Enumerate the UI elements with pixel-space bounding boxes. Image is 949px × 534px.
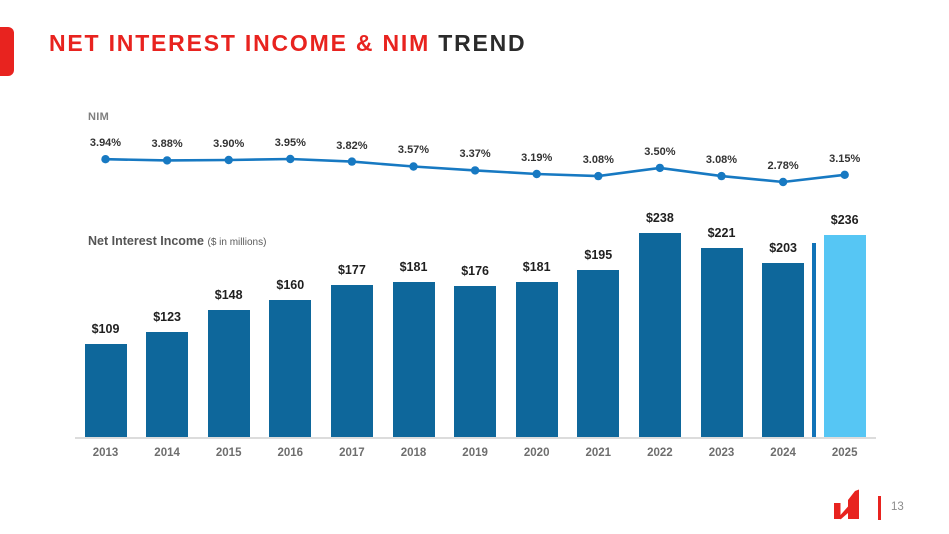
nim-value-label-2020: 3.19% xyxy=(521,151,553,164)
bar-2015 xyxy=(207,310,250,437)
bar-2018 xyxy=(392,281,435,437)
bar-value-label-2022: $238 xyxy=(645,211,674,226)
year-label-2013: 2013 xyxy=(92,447,119,459)
bar-value-label-2025: $236 xyxy=(830,212,859,227)
nim-point-2018 xyxy=(409,162,418,171)
nim-point-2013 xyxy=(101,155,110,164)
x-axis-line xyxy=(75,437,876,439)
nim-value-label-2023: 3.08% xyxy=(705,154,738,167)
title-accent-bar xyxy=(0,27,14,76)
company-logo-shape xyxy=(834,503,841,519)
bar-value-label-2021: $195 xyxy=(584,247,613,262)
nim-series-label: NIM xyxy=(88,111,110,123)
year-label-2016: 2016 xyxy=(277,447,304,459)
bar-2024 xyxy=(762,263,805,437)
nim-point-2023 xyxy=(717,171,726,181)
nim-point-2025 xyxy=(840,170,849,179)
nim-line-chart xyxy=(101,154,849,187)
nim-value-label-2018: 3.57% xyxy=(397,144,430,157)
bar-value-label-2019: $176 xyxy=(461,264,489,279)
nim-value-label-2021: 3.08% xyxy=(582,154,614,167)
company-logo-shape xyxy=(840,506,848,520)
nim-value-label-2019: 3.37% xyxy=(459,148,491,161)
company-logo-shape xyxy=(848,489,859,519)
bar-2016 xyxy=(269,299,312,437)
company-logo-icon xyxy=(834,489,859,520)
year-label-2024: 2024 xyxy=(770,447,796,459)
bar-series-label-unit: ($ in millions) xyxy=(207,237,267,248)
bar-2014 xyxy=(146,331,189,437)
projection-divider xyxy=(811,242,816,437)
nim-value-label-2014: 3.88% xyxy=(151,138,183,151)
bar-value-label-2017: $177 xyxy=(337,263,366,278)
bar-value-label-2024: $203 xyxy=(769,241,797,256)
nim-point-2019 xyxy=(470,166,480,175)
nim-value-label-2024: 2.78% xyxy=(767,160,799,173)
bar-series-label-main: Net Interest Income xyxy=(88,234,205,248)
bar-series-label: Net Interest Income ($ in millions) xyxy=(88,234,266,248)
nim-point-2015 xyxy=(224,155,233,165)
page-title-rest: TREND xyxy=(430,30,527,56)
nim-value-label-2013: 3.94% xyxy=(89,137,122,150)
year-label-2018: 2018 xyxy=(400,447,427,459)
year-label-2021: 2021 xyxy=(585,447,612,459)
year-label-2025: 2025 xyxy=(831,447,858,459)
nim-point-2016 xyxy=(286,154,295,164)
bar-2020 xyxy=(515,281,558,437)
nim-point-2020 xyxy=(532,169,541,179)
nim-value-label-2025: 3.15% xyxy=(829,152,861,165)
bar-2019 xyxy=(454,286,497,437)
year-label-2023: 2023 xyxy=(708,447,735,459)
year-label-2017: 2017 xyxy=(339,447,365,459)
nim-point-2022 xyxy=(655,163,665,173)
nim-value-label-2015: 3.90% xyxy=(213,137,245,150)
nim-point-2017 xyxy=(347,157,357,166)
page-title-highlight: NET INTEREST INCOME & NIM xyxy=(49,30,431,56)
bar-value-label-2013: $109 xyxy=(91,321,120,336)
page-number: 13 xyxy=(891,501,904,513)
year-label-2015: 2015 xyxy=(215,447,242,459)
bar-value-label-2023: $221 xyxy=(707,225,736,240)
bar-2017 xyxy=(330,285,373,437)
bar-2025 xyxy=(823,234,866,437)
year-label-2022: 2022 xyxy=(647,447,673,459)
bar-2013 xyxy=(84,343,127,437)
year-label-2014: 2014 xyxy=(154,447,180,459)
page-title: NET INTEREST INCOME & NIM TREND xyxy=(49,30,526,57)
bar-2023 xyxy=(700,247,743,437)
nim-value-label-2022: 3.50% xyxy=(644,145,676,158)
bar-value-label-2016: $160 xyxy=(276,277,305,292)
bar-value-label-2015: $148 xyxy=(214,288,243,303)
bar-value-label-2020: $181 xyxy=(522,259,551,274)
nim-point-2021 xyxy=(594,171,603,181)
nim-point-2024 xyxy=(778,177,788,187)
bar-2022 xyxy=(638,233,681,437)
nim-point-2014 xyxy=(162,156,172,165)
footer-divider xyxy=(878,496,881,520)
year-label-2020: 2020 xyxy=(523,447,550,459)
bar-2021 xyxy=(577,269,620,437)
bar-value-label-2014: $123 xyxy=(153,309,181,324)
nim-value-label-2016: 3.95% xyxy=(274,137,306,149)
bar-value-label-2018: $181 xyxy=(399,259,428,274)
nim-value-label-2017: 3.82% xyxy=(336,139,368,152)
year-label-2019: 2019 xyxy=(462,447,488,459)
